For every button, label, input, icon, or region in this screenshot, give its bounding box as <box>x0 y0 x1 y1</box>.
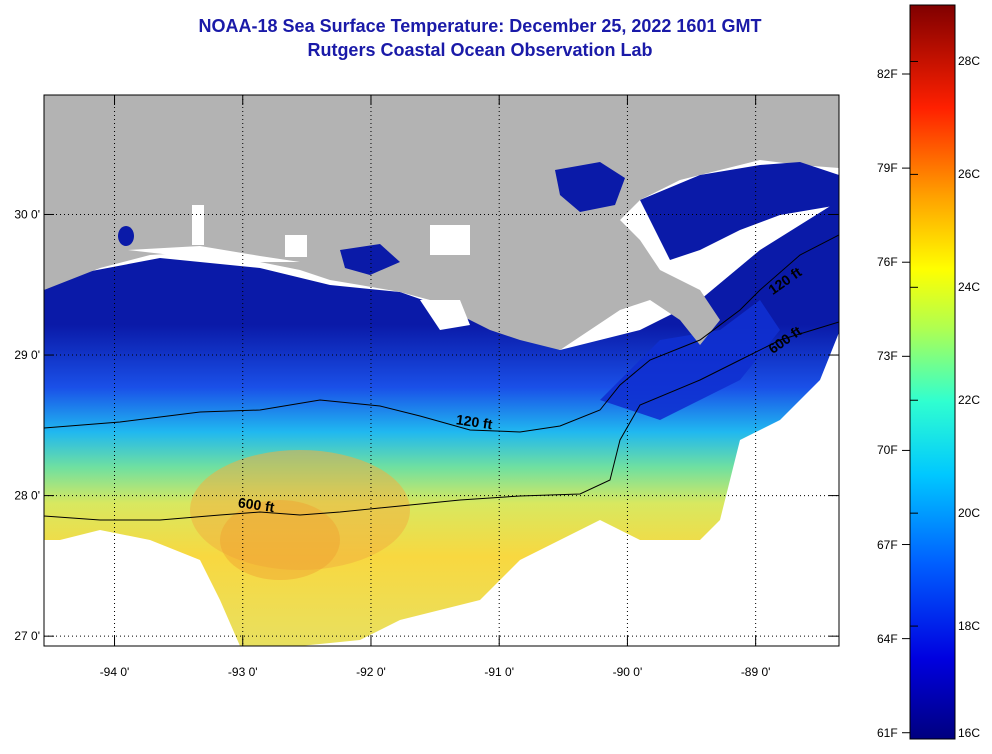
colorbar-fahrenheit-label: 61F <box>877 725 898 740</box>
colorbar-fahrenheit-label: 79F <box>877 161 898 176</box>
land <box>44 95 839 350</box>
cloud-patch <box>430 225 470 255</box>
y-tick-label: 28 0' <box>14 489 40 503</box>
colorbar-fahrenheit-label: 82F <box>877 67 898 81</box>
x-tick-label: -91 0' <box>484 665 514 679</box>
colorbar-fahrenheit-label: 64F <box>877 631 898 646</box>
colorbar-celsius-label: 24C <box>958 280 981 295</box>
x-tick-label: -92 0' <box>356 665 386 679</box>
colorbar-fahrenheit-label: 73F <box>877 349 898 364</box>
colorbar-celsius-label: 26C <box>958 167 981 182</box>
title-line-2: Rutgers Coastal Ocean Observation Lab <box>307 40 653 60</box>
cloud-patch <box>285 235 307 257</box>
warm-core-inner <box>220 500 340 580</box>
colorbar-celsius-label: 28C <box>958 54 981 69</box>
colorbar-celsius-label: 18C <box>958 619 981 634</box>
plot-frame <box>43 94 840 647</box>
y-tick-label: 30 0' <box>14 207 40 221</box>
colorbar-celsius-label: 20C <box>958 506 981 521</box>
contour-120ft <box>44 234 839 433</box>
contour-600ft <box>44 321 839 521</box>
inland-water <box>640 162 839 260</box>
inland-lake <box>118 226 134 246</box>
title-line-1: NOAA-18 Sea Surface Temperature: Decembe… <box>198 16 762 36</box>
cloud-patch <box>420 300 470 330</box>
colorbar-celsius-label: 16C <box>958 726 981 740</box>
warm-core <box>190 450 410 570</box>
x-tick-label: -93 0' <box>228 665 258 679</box>
cloud-patch <box>192 205 204 245</box>
x-tick-label: -89 0' <box>741 665 771 679</box>
contour-label: 600 ft <box>237 494 276 515</box>
inland-lake <box>340 244 400 275</box>
colorbar-fahrenheit-label: 76F <box>877 255 898 270</box>
x-tick-label: -94 0' <box>100 665 130 679</box>
x-tick-label: -90 0' <box>613 665 643 679</box>
cloud-patch <box>128 246 300 262</box>
cold-plume <box>600 300 780 420</box>
colorbar-fahrenheit-label: 70F <box>877 443 898 458</box>
y-tick-label: 29 0' <box>14 348 40 362</box>
colorbar <box>909 4 956 740</box>
contour-label: 120 ft <box>455 411 494 432</box>
y-tick-label: 27 0' <box>14 629 40 643</box>
inland-lake <box>555 162 625 212</box>
colorbar-celsius-label: 22C <box>958 393 981 408</box>
colorbar-fahrenheit-label: 67F <box>877 537 898 552</box>
